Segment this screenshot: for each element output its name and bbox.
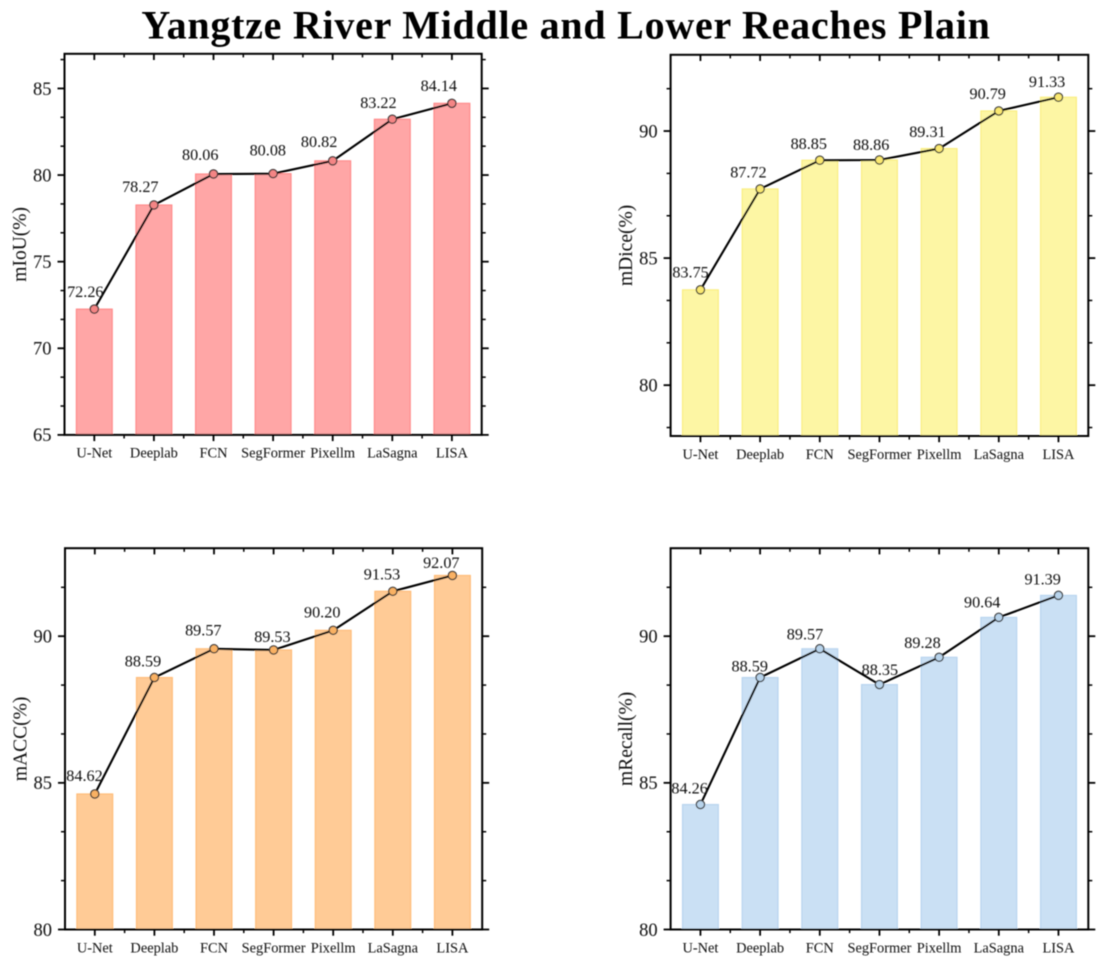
svg-text:SegFormer: SegFormer	[242, 940, 306, 956]
svg-text:80.06: 80.06	[182, 146, 218, 164]
svg-text:88.85: 88.85	[791, 135, 827, 153]
svg-text:65: 65	[33, 426, 52, 446]
svg-text:85: 85	[639, 249, 658, 269]
svg-text:SegFormer: SegFormer	[241, 446, 305, 462]
svg-text:Pixellm: Pixellm	[310, 446, 355, 462]
svg-text:U-Net: U-Net	[682, 940, 718, 956]
svg-text:88.59: 88.59	[731, 658, 767, 676]
svg-text:72.26: 72.26	[67, 283, 103, 301]
svg-text:89.57: 89.57	[185, 621, 221, 639]
svg-text:84.62: 84.62	[66, 767, 102, 785]
svg-text:75: 75	[33, 253, 52, 273]
svg-text:LaSagna: LaSagna	[974, 447, 1025, 463]
svg-text:85: 85	[639, 774, 658, 794]
svg-text:U-Net: U-Net	[77, 940, 113, 956]
svg-text:FCN: FCN	[200, 940, 229, 956]
svg-text:mACC(%): mACC(%)	[10, 697, 31, 782]
svg-text:84.26: 84.26	[671, 779, 707, 797]
svg-text:Deeplab: Deeplab	[736, 447, 784, 463]
svg-text:89.53: 89.53	[254, 628, 290, 646]
svg-text:88.86: 88.86	[853, 136, 889, 154]
svg-text:88.35: 88.35	[862, 661, 898, 679]
svg-text:90: 90	[639, 627, 658, 647]
svg-text:70: 70	[33, 340, 52, 360]
svg-text:SegFormer: SegFormer	[847, 940, 911, 956]
svg-text:85: 85	[34, 774, 53, 794]
svg-text:89.57: 89.57	[787, 626, 823, 644]
svg-text:U-Net: U-Net	[76, 446, 112, 462]
svg-text:91.39: 91.39	[1024, 571, 1060, 589]
svg-text:Pixellm: Pixellm	[311, 940, 356, 956]
svg-text:80: 80	[33, 166, 52, 186]
svg-text:80: 80	[639, 921, 658, 941]
svg-text:FCN: FCN	[200, 446, 229, 462]
svg-text:Yangtze River Middle and Lower: Yangtze River Middle and Lower Reaches P…	[141, 2, 990, 47]
svg-text:FCN: FCN	[806, 447, 835, 463]
svg-text:LISA: LISA	[436, 446, 469, 462]
svg-text:80: 80	[34, 921, 53, 941]
svg-text:88.59: 88.59	[125, 652, 161, 670]
svg-text:Deeplab: Deeplab	[736, 940, 784, 956]
svg-text:LISA: LISA	[1042, 940, 1075, 956]
svg-text:LISA: LISA	[436, 940, 469, 956]
svg-text:90.79: 90.79	[969, 85, 1005, 103]
svg-text:90: 90	[34, 627, 53, 647]
svg-text:LISA: LISA	[1042, 447, 1075, 463]
svg-text:LaSagna: LaSagna	[974, 940, 1025, 956]
svg-text:80.82: 80.82	[301, 133, 337, 151]
svg-text:90.20: 90.20	[304, 604, 340, 622]
svg-text:mDice(%): mDice(%)	[616, 205, 637, 286]
svg-text:Pixellm: Pixellm	[917, 447, 962, 463]
svg-text:SegFormer: SegFormer	[847, 447, 911, 463]
svg-text:78.27: 78.27	[122, 178, 158, 196]
svg-text:89.28: 89.28	[904, 634, 940, 652]
svg-text:Deeplab: Deeplab	[130, 940, 178, 956]
svg-text:Pixellm: Pixellm	[917, 940, 962, 956]
svg-text:Deeplab: Deeplab	[130, 446, 178, 462]
svg-text:84.14: 84.14	[421, 77, 457, 95]
svg-text:80: 80	[639, 376, 658, 396]
svg-text:89.31: 89.31	[909, 123, 945, 141]
svg-text:90: 90	[639, 122, 658, 142]
svg-text:90.64: 90.64	[964, 594, 1000, 612]
svg-text:LaSagna: LaSagna	[368, 940, 419, 956]
svg-text:LaSagna: LaSagna	[367, 446, 418, 462]
svg-text:91.53: 91.53	[364, 566, 400, 584]
svg-text:92.07: 92.07	[423, 554, 459, 572]
svg-text:83.22: 83.22	[360, 94, 396, 112]
svg-text:91.33: 91.33	[1029, 73, 1065, 91]
svg-text:83.75: 83.75	[672, 263, 708, 281]
svg-text:mIoU(%): mIoU(%)	[10, 207, 31, 282]
svg-text:U-Net: U-Net	[682, 447, 718, 463]
svg-text:85: 85	[33, 80, 52, 100]
svg-text:FCN: FCN	[806, 940, 835, 956]
svg-text:80.08: 80.08	[250, 141, 286, 159]
svg-text:mRecall(%): mRecall(%)	[616, 692, 637, 786]
svg-text:87.72: 87.72	[730, 163, 766, 181]
